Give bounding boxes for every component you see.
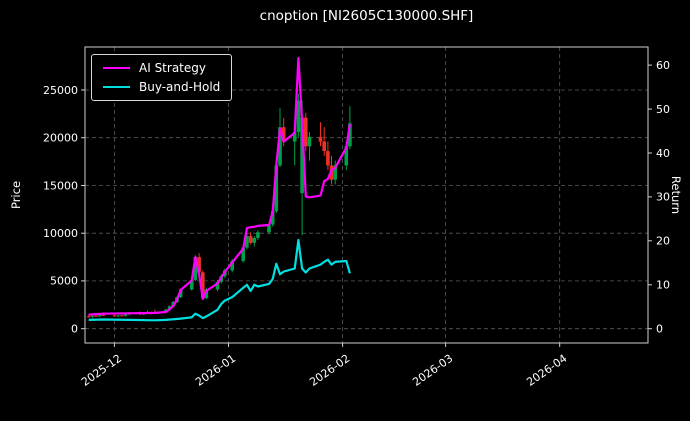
svg-text:20: 20 — [656, 235, 670, 248]
svg-text:2026-03: 2026-03 — [410, 352, 455, 389]
svg-text:2026-04: 2026-04 — [524, 352, 569, 389]
y-axis-label-price: Price — [9, 180, 23, 210]
chart-title: cnoption [NI2605C130000.SHF] — [259, 8, 474, 24]
buy-and-hold-line-swatch — [103, 86, 130, 88]
ai-strategy-line — [88, 56, 351, 316]
svg-text:15000: 15000 — [43, 179, 78, 192]
svg-text:60: 60 — [656, 59, 670, 72]
svg-text:40: 40 — [656, 147, 670, 160]
svg-text:2026-01: 2026-01 — [193, 352, 238, 389]
legend-item-buy-and-hold: Buy-and-Hold — [103, 81, 220, 93]
plot-frame — [84, 46, 649, 344]
svg-text:20000: 20000 — [43, 132, 78, 145]
axis-ticks — [81, 64, 652, 347]
legend-label-ai-strategy: AI Strategy — [139, 61, 206, 75]
ai-strategy-line-swatch — [103, 67, 130, 69]
svg-text:2026-02: 2026-02 — [307, 352, 352, 389]
svg-text:0: 0 — [71, 323, 78, 336]
candlestick-series — [86, 93, 352, 319]
buy-and-hold-line — [88, 238, 351, 322]
svg-text:5000: 5000 — [50, 275, 78, 288]
legend-label-buy-and-hold: Buy-and-Hold — [139, 80, 221, 94]
svg-text:0: 0 — [656, 323, 663, 336]
svg-text:30: 30 — [656, 191, 670, 204]
y-axis-label-return: Return — [669, 175, 683, 215]
legend: AI Strategy Buy-and-Hold — [91, 54, 233, 101]
svg-text:10000: 10000 — [43, 227, 78, 240]
svg-text:25000: 25000 — [43, 84, 78, 97]
legend-item-ai-strategy: AI Strategy — [103, 62, 220, 74]
axis-tick-labels: 0 5000 10000 15000 20000 25000 0 10 20 30 40 50 60 20… — [43, 59, 670, 389]
svg-text:50: 50 — [656, 103, 670, 116]
svg-text:10: 10 — [656, 279, 670, 292]
svg-text:2025-12: 2025-12 — [79, 352, 124, 389]
